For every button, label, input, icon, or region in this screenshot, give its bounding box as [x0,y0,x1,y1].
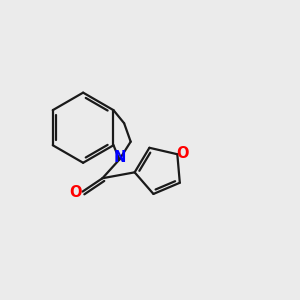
Text: O: O [176,146,189,161]
Text: N: N [113,150,126,165]
Text: O: O [70,185,82,200]
